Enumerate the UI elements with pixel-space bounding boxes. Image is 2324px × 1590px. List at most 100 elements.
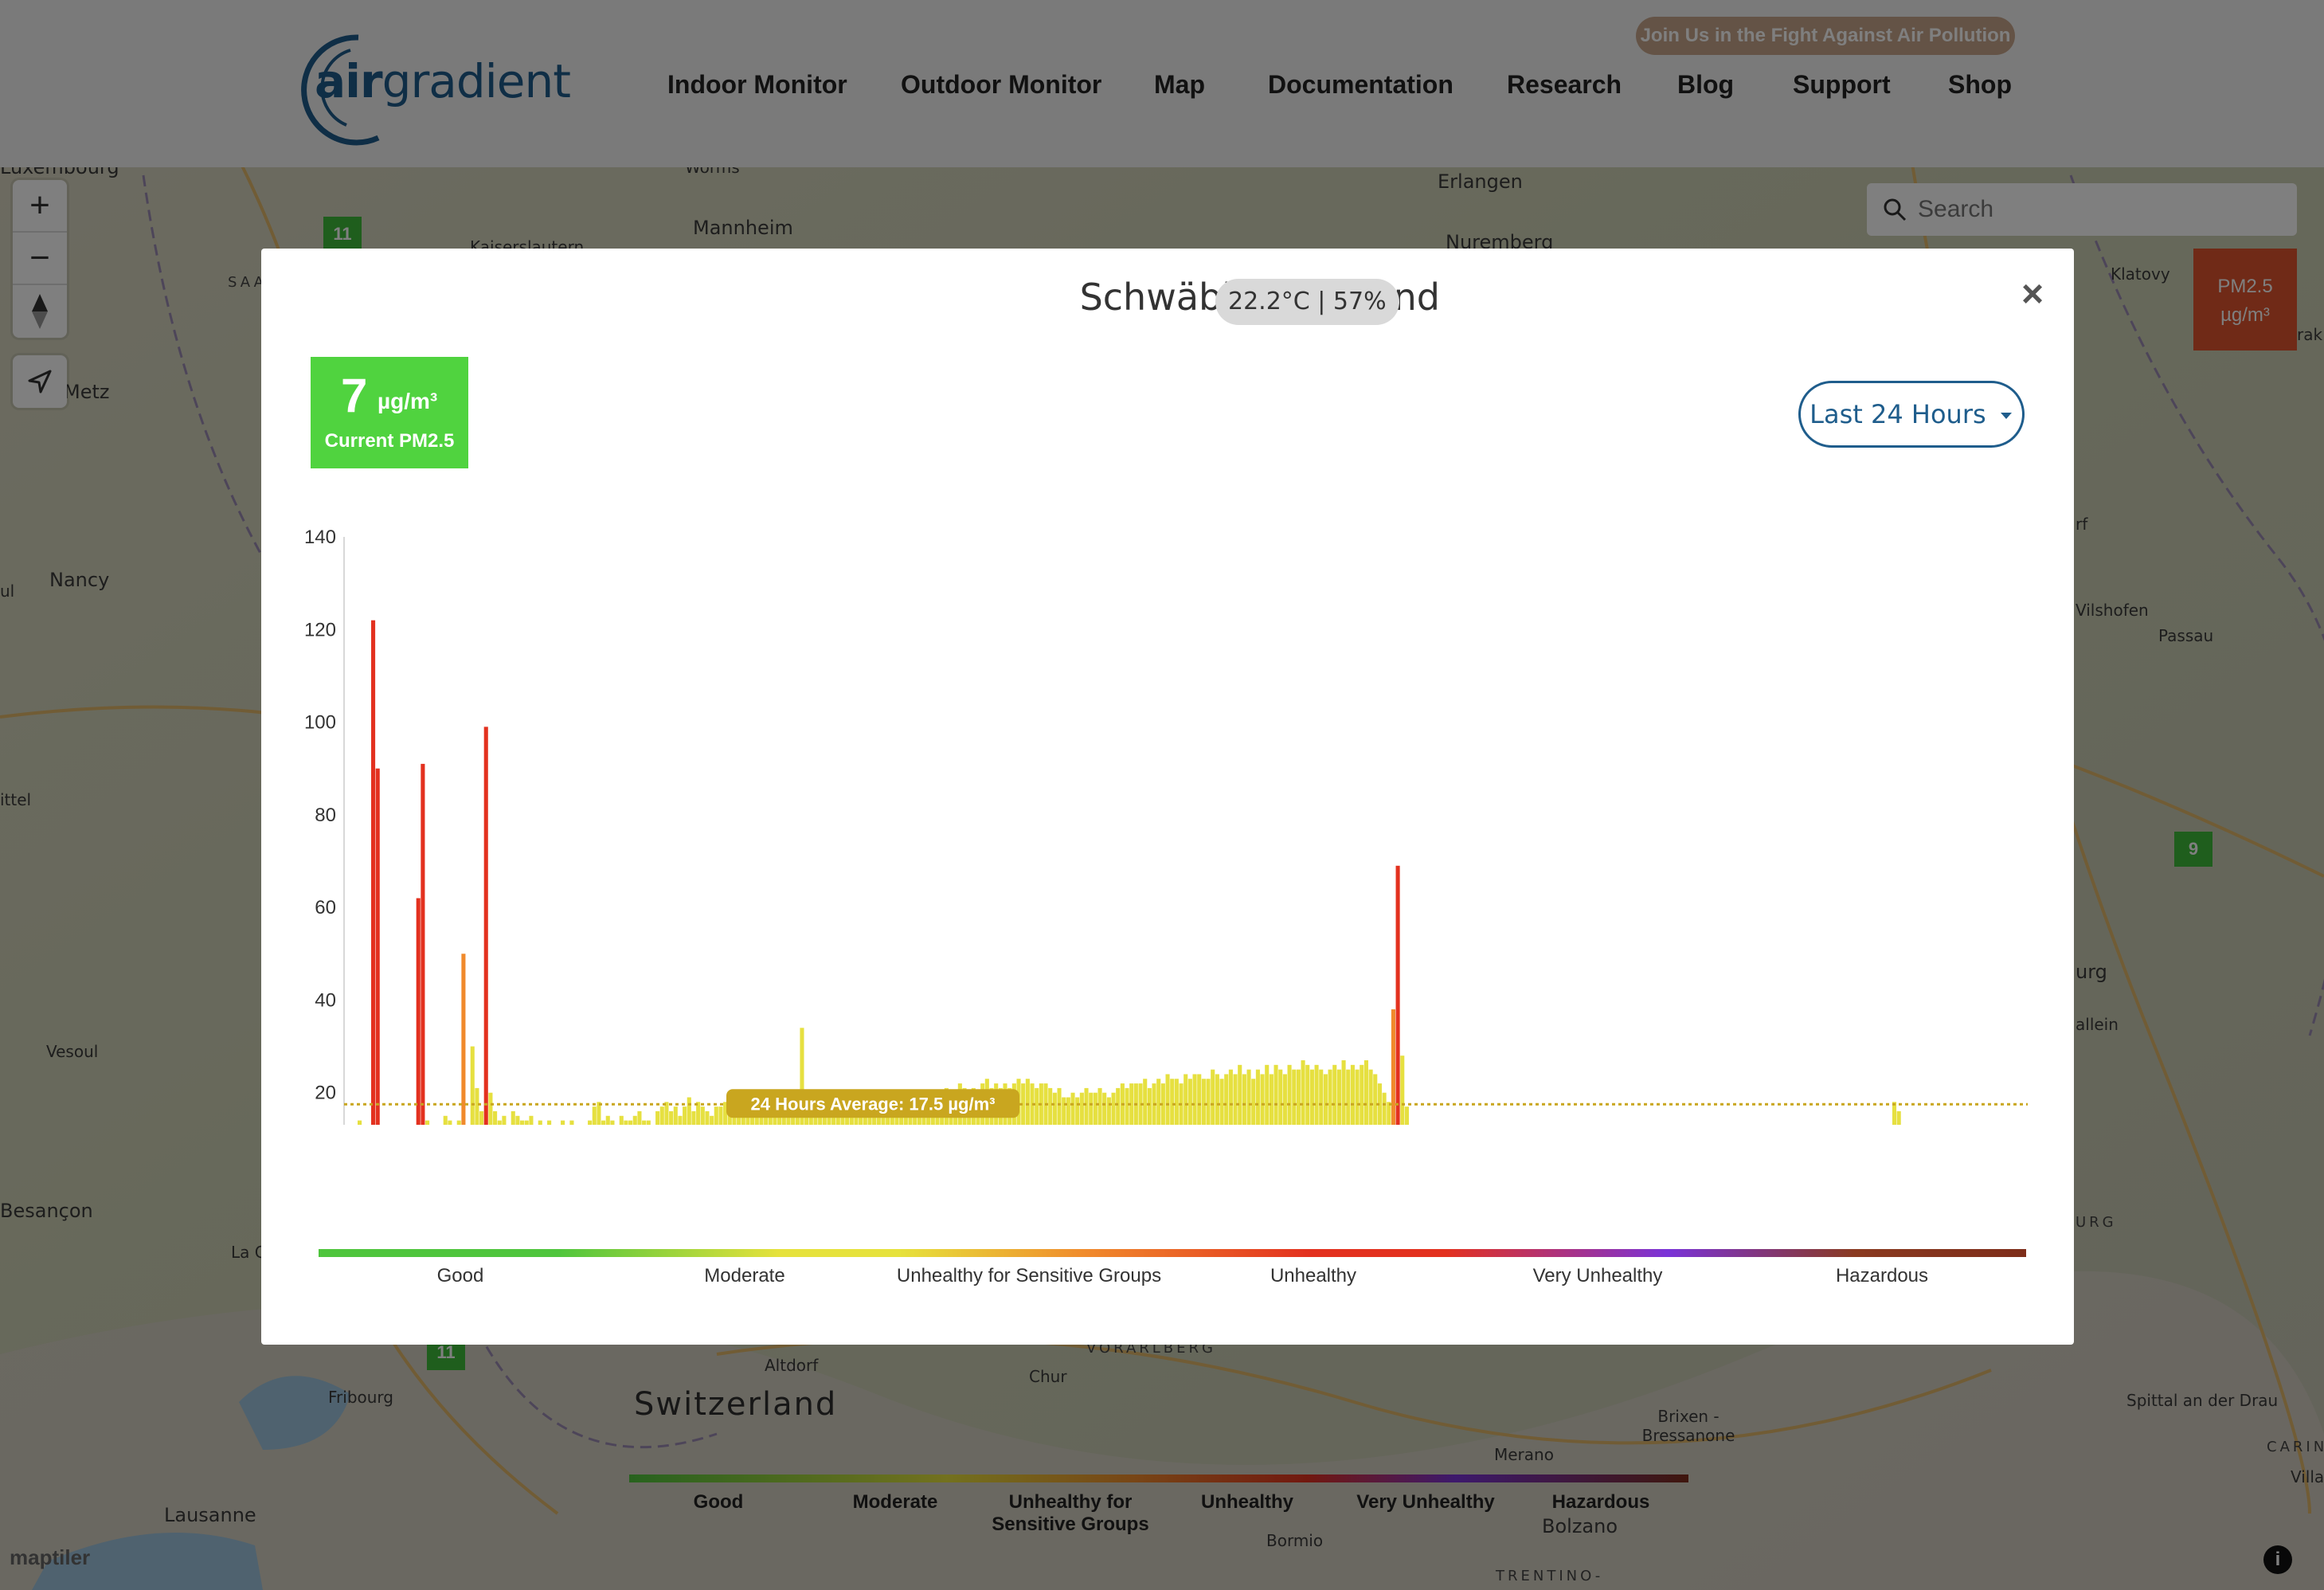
pm25-bar <box>745 1110 750 1125</box>
pm25-bar <box>502 1115 507 1125</box>
pm25-bar <box>1228 1069 1233 1125</box>
pm25-bar <box>1224 1074 1229 1125</box>
y-tick-label: 20 <box>315 1083 336 1104</box>
pm25-bar <box>664 1102 669 1125</box>
pm25-history-chart: 0204060801001201405PM6PM7PM8PM9PM10PM11P… <box>304 527 2028 1125</box>
aqi-legend-label: Unhealthy for Sensitive Groups <box>896 1265 1162 1286</box>
pm25-bar <box>732 1110 737 1125</box>
pm25-bar <box>1301 1060 1305 1125</box>
pm25-bar <box>493 1110 498 1125</box>
pm25-bar <box>632 1115 637 1125</box>
pm25-bar <box>1079 1092 1084 1125</box>
time-range-dropdown[interactable]: Last 24 Hours <box>1798 381 2025 448</box>
pm25-bar <box>1287 1064 1292 1125</box>
pm25-bar <box>1143 1079 1148 1125</box>
pm25-bar <box>637 1110 642 1125</box>
pm25-bar <box>1129 1083 1134 1125</box>
pm25-bar <box>529 1115 534 1125</box>
pm25-bar <box>1404 1106 1409 1125</box>
pm25-bar <box>1278 1069 1283 1125</box>
pm25-bar <box>524 1120 529 1125</box>
pm25-bar <box>628 1120 633 1125</box>
close-button[interactable]: × <box>2021 273 2044 315</box>
pm25-bar <box>1296 1069 1301 1125</box>
pm25-bar <box>1305 1064 1310 1125</box>
pm25-bar <box>1346 1069 1351 1125</box>
pm25-bar <box>1160 1083 1165 1125</box>
aqi-legend-label: Very Unhealthy <box>1532 1265 1663 1286</box>
pm25-bar <box>683 1106 687 1125</box>
pm25-bar <box>1336 1069 1341 1125</box>
pm25-bar <box>1156 1079 1161 1125</box>
sensor-modal: Schwäbisch Gmünd 22.2°C | 57% × 7 µg/m³ … <box>261 249 2074 1345</box>
pm25-bar <box>1373 1074 1378 1125</box>
pm25-bar <box>547 1120 552 1125</box>
pm25-bar <box>1332 1064 1337 1125</box>
pm25-bar <box>1025 1079 1030 1125</box>
pm25-bar <box>1165 1074 1170 1125</box>
pm25-bar <box>1035 1087 1039 1125</box>
pm25-bar <box>1368 1069 1373 1125</box>
pm25-bar <box>619 1115 624 1125</box>
current-pm25-label: Current PM2.5 <box>324 430 455 452</box>
aqi-legend-label: Moderate <box>704 1265 785 1286</box>
pm25-bar <box>511 1110 515 1125</box>
pm25-bar <box>696 1102 701 1125</box>
average-badge <box>726 1089 1019 1118</box>
pm25-bar <box>1075 1097 1080 1125</box>
pm25-bar <box>1187 1079 1192 1125</box>
pm25-bar <box>1377 1083 1382 1125</box>
y-tick-label: 60 <box>315 897 336 918</box>
pm25-bar <box>597 1102 601 1125</box>
pm25-bar <box>1238 1064 1242 1125</box>
pm25-bar <box>1360 1064 1364 1125</box>
pm25-bar <box>1328 1069 1332 1125</box>
pm25-bar <box>1341 1060 1346 1125</box>
pm25-bar <box>538 1120 542 1125</box>
pm25-bar <box>601 1120 606 1125</box>
pm25-bar <box>1021 1083 1026 1125</box>
pm25-bar <box>1111 1092 1116 1125</box>
pm25-bar <box>1350 1064 1355 1125</box>
pm25-bar <box>1066 1097 1070 1125</box>
pm25-bar <box>497 1120 502 1125</box>
pm25-bar <box>1269 1074 1274 1125</box>
pm25-bar <box>479 1110 484 1125</box>
pm25-bar <box>1116 1087 1121 1125</box>
pm25-bar <box>443 1115 448 1125</box>
pm25-bar <box>1147 1087 1152 1125</box>
pm25-bar <box>461 954 466 1125</box>
pm25-bar <box>1242 1074 1246 1125</box>
pm25-bar <box>605 1115 610 1125</box>
current-pm25-card: 7 µg/m³ Current PM2.5 <box>311 357 468 468</box>
pm25-bar <box>1070 1092 1075 1125</box>
current-pm25-unit: µg/m³ <box>378 389 438 413</box>
aqi-legend-bar <box>319 1249 2026 1257</box>
caret-down-icon <box>2000 413 2012 419</box>
y-tick-label: 140 <box>304 527 336 548</box>
pm25-bar <box>1084 1087 1089 1125</box>
pm25-bar <box>1211 1069 1215 1125</box>
pm25-bar <box>1260 1074 1265 1125</box>
pm25-bar <box>1174 1079 1179 1125</box>
pm25-bar <box>488 1092 493 1125</box>
pm25-bar <box>1048 1087 1053 1125</box>
pm25-bar <box>710 1115 714 1125</box>
pm25-bar <box>1246 1069 1251 1125</box>
pm25-bar <box>456 1120 461 1125</box>
pm25-bar <box>1896 1110 1901 1125</box>
pm25-bar <box>561 1120 565 1125</box>
pm25-bar <box>1355 1069 1360 1125</box>
y-tick-label: 40 <box>315 989 336 1011</box>
pm25-bar <box>687 1097 691 1125</box>
pm25-bar <box>1106 1097 1111 1125</box>
pm25-bar <box>1206 1079 1211 1125</box>
pm25-bar <box>475 1087 479 1125</box>
pm25-bar <box>1319 1069 1324 1125</box>
pm25-bar <box>358 1120 362 1125</box>
pm25-bar <box>1197 1074 1202 1125</box>
pm25-bar <box>642 1120 647 1125</box>
pm25-bar <box>669 1110 674 1125</box>
pm25-bar <box>1292 1069 1297 1125</box>
pm25-bar <box>483 726 488 1125</box>
